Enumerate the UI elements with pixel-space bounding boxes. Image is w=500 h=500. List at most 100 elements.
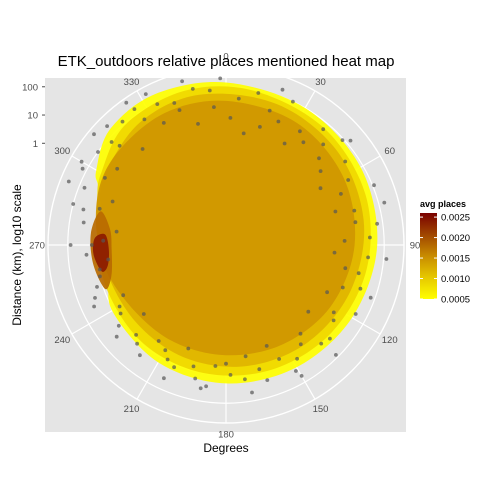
- data-point: [224, 361, 228, 366]
- data-point: [110, 199, 115, 204]
- data-point: [120, 119, 125, 124]
- data-point: [196, 122, 200, 126]
- data-point: [198, 386, 203, 391]
- data-point: [190, 87, 195, 91]
- legend-tick-label: 0.0025: [441, 213, 470, 224]
- data-point: [124, 100, 129, 105]
- data-point: [114, 229, 119, 234]
- data-point: [328, 336, 332, 341]
- data-point: [162, 376, 166, 381]
- data-point: [89, 243, 94, 247]
- data-point: [375, 221, 379, 226]
- angle-tick-label-0: 0: [223, 52, 228, 63]
- x-axis-title: Degrees: [203, 441, 248, 455]
- data-point: [321, 127, 326, 132]
- data-point: [186, 346, 191, 351]
- data-point: [306, 309, 311, 314]
- data-point: [331, 310, 336, 315]
- data-point: [368, 235, 372, 240]
- data-point: [79, 159, 84, 164]
- data-point: [161, 121, 166, 125]
- data-point: [132, 107, 137, 111]
- radial-tick-labels: 1 10 100: [22, 82, 45, 150]
- data-point: [105, 124, 109, 128]
- data-point: [384, 257, 389, 261]
- data-point: [97, 267, 102, 272]
- data-point: [331, 318, 336, 323]
- legend-tick-label: 0.0005: [441, 295, 470, 306]
- angle-tick-label-210: 210: [124, 404, 140, 415]
- data-point: [333, 209, 338, 214]
- data-point: [241, 131, 246, 136]
- data-point: [298, 129, 302, 134]
- data-point: [66, 179, 71, 184]
- data-point: [358, 286, 363, 291]
- angle-tick-label-60: 60: [384, 146, 395, 157]
- data-point: [267, 108, 272, 113]
- data-point: [343, 159, 348, 164]
- data-point: [172, 101, 177, 105]
- legend-title: avg places: [420, 199, 466, 209]
- angle-tick-labels: 0 30 60 90 120 150 180 210 240 270 300 330: [29, 52, 420, 441]
- data-point: [340, 285, 345, 290]
- data-point: [318, 186, 323, 191]
- data-point: [191, 364, 196, 369]
- data-point: [346, 178, 351, 182]
- data-point: [115, 166, 120, 171]
- data-point: [80, 166, 85, 171]
- data-point: [163, 348, 168, 353]
- data-point: [84, 252, 89, 257]
- angle-tick-label-120: 120: [382, 335, 398, 346]
- radial-tick-label-1: 1: [33, 139, 38, 150]
- data-point: [117, 304, 122, 309]
- data-point: [332, 250, 337, 255]
- data-point: [118, 311, 123, 316]
- radial-tick-label-10: 10: [27, 111, 38, 122]
- legend-tick-label: 0.0010: [441, 274, 470, 285]
- data-point: [93, 296, 97, 300]
- data-point: [340, 138, 345, 143]
- data-point: [325, 290, 329, 295]
- data-point: [318, 169, 323, 174]
- data-point: [282, 141, 287, 146]
- data-point: [134, 333, 139, 337]
- legend-tick-label: 0.0020: [441, 233, 470, 244]
- data-point: [95, 285, 99, 289]
- data-point: [334, 353, 338, 357]
- data-point: [142, 117, 147, 122]
- data-point: [92, 304, 96, 309]
- data-point: [250, 390, 254, 395]
- data-point: [81, 220, 86, 225]
- data-point: [353, 312, 358, 316]
- data-point: [291, 99, 295, 104]
- data-point: [366, 255, 370, 260]
- data-point: [264, 344, 269, 348]
- data-point: [348, 138, 353, 143]
- data-point: [109, 140, 114, 144]
- data-point: [92, 132, 96, 137]
- data-point: [228, 116, 233, 120]
- data-point: [301, 140, 306, 145]
- data-point: [342, 239, 347, 243]
- data-point: [138, 353, 142, 358]
- data-point: [177, 108, 182, 112]
- data-point: [277, 357, 281, 361]
- y-axis-title: Distance (km), log10 scale: [10, 184, 24, 326]
- data-point: [382, 200, 387, 205]
- legend-tick-label: 0.0015: [441, 254, 470, 265]
- data-point: [71, 202, 76, 206]
- angle-tick-label-330: 330: [124, 77, 140, 88]
- data-point: [172, 365, 177, 370]
- data-point: [356, 271, 361, 276]
- data-point: [106, 257, 111, 262]
- angle-tick-label-300: 300: [54, 146, 70, 157]
- data-point: [368, 295, 373, 300]
- data-point: [319, 341, 324, 346]
- data-point: [121, 293, 126, 298]
- scatter-points: [66, 76, 389, 395]
- radial-tick-label-100: 100: [22, 82, 38, 93]
- data-point: [165, 357, 170, 362]
- data-point: [298, 342, 303, 347]
- data-point: [299, 374, 304, 378]
